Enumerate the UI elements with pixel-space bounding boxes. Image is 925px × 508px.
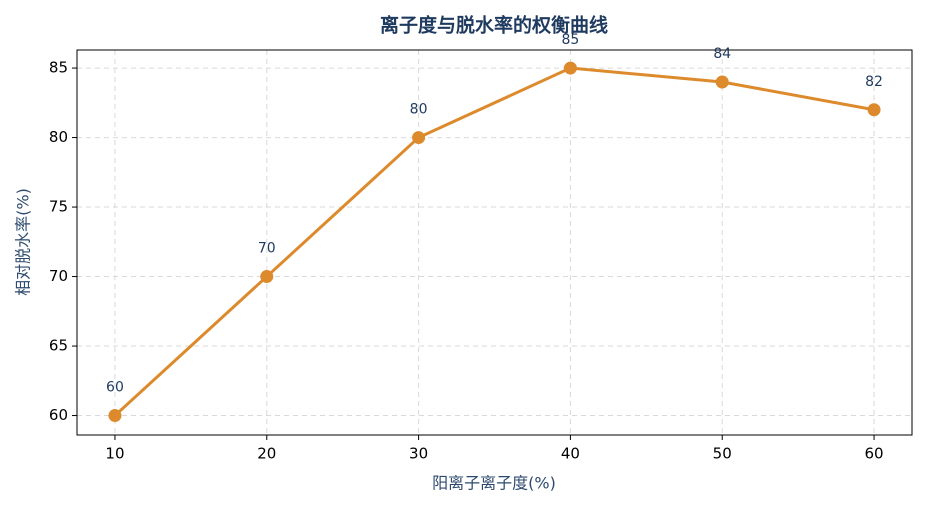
point — [108, 409, 122, 423]
y-tick-label: 65 — [49, 337, 68, 355]
x-tick-label: 40 — [561, 445, 580, 463]
chart-title: 离子度与脱水率的权衡曲线 — [380, 14, 608, 37]
y-tick-label: 85 — [49, 59, 68, 77]
x-tick-label: 30 — [409, 445, 428, 463]
point — [260, 270, 274, 284]
y-tick-label: 75 — [49, 198, 68, 216]
data-label: 84 — [713, 46, 731, 62]
y-tick-label: 70 — [49, 267, 68, 285]
x-tick-label: 60 — [864, 445, 883, 463]
data-label: 80 — [410, 102, 428, 118]
point — [867, 103, 881, 117]
y-tick-label: 60 — [49, 406, 68, 424]
point — [412, 131, 426, 145]
data-label: 60 — [106, 380, 124, 396]
plot-frame — [76, 49, 913, 436]
point — [715, 75, 729, 89]
x-tick-label: 10 — [105, 445, 124, 463]
line — [113, 66, 875, 417]
x-tick-label: 50 — [713, 445, 732, 463]
data-label: 82 — [865, 74, 883, 90]
data-label: 85 — [561, 32, 579, 48]
y-axis-label: 相对脱水率(%) — [14, 188, 33, 296]
data-label: 70 — [258, 241, 276, 257]
point — [563, 61, 577, 75]
x-axis-label: 阳离子离子度(%) — [432, 474, 556, 493]
x-tick-label: 20 — [257, 445, 276, 463]
y-tick-label: 80 — [49, 128, 68, 146]
